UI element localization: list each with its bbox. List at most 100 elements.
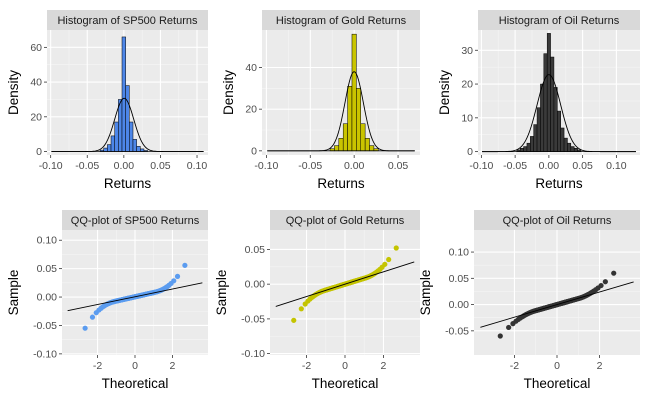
x-tick-label: 0 [342,360,348,372]
y-tick-label: 0.05 [449,273,470,285]
histogram-bar [526,142,531,152]
x-tick-label: 0 [132,360,138,372]
qq-point [602,279,608,285]
y-tick-label: 0.10 [449,247,470,259]
y-axis-title: Density [221,70,236,115]
qq-reference-line [67,282,203,312]
chart-panel-4: QQ-plot of SP500 Returns -2 0 2 -0.10 -0.05 0.… [6,210,208,391]
plot-background [262,30,420,155]
qq-point [291,317,297,323]
x-axis-title: Returns [535,176,583,191]
chart-title: QQ-plot of Oil Returns [503,215,612,227]
histogram-bar [546,33,551,152]
y-tick-label: 0.00 [37,292,58,304]
histogram-bar [110,135,115,152]
histogram-bar [523,146,528,152]
title-strip [270,210,420,230]
histogram-bar [369,145,375,152]
histogram-bar [533,124,538,152]
qq-reference-line [275,261,415,307]
x-axis-title: Theoretical [102,376,169,391]
chart-panel-1: Histogram of SP500 Returns -0.10 -0.05 0.00… [6,10,208,191]
histogram-bar [103,147,108,152]
y-tick-label: 20 [245,104,257,116]
histogram-bar [560,127,565,152]
histogram-bar [351,33,357,152]
y-tick-label: 0 [36,146,42,158]
y-tick-label: -0.05 [241,313,265,325]
chart-title: QQ-plot of Gold Returns [286,215,405,227]
y-tick-label: -0.10 [33,348,57,360]
y-axis-title: Sample [6,270,21,316]
chart-panel-3: Histogram of Oil Returns -0.10 -0.05 0.00 0.… [437,10,640,191]
normal-density-curve [482,74,636,153]
x-tick-label: -2 [510,360,519,372]
qq-point [89,314,96,320]
histogram-bar [121,36,126,152]
chart-title: Histogram of Gold Returns [276,15,407,27]
y-axis-title: Density [6,70,21,115]
y-tick-label: 60 [30,42,42,54]
histogram-bar [107,144,112,152]
histogram-bar [356,88,362,152]
y-tick-label: -0.05 [33,320,57,332]
x-tick-label: -2 [302,360,311,372]
y-tick-label: 0 [467,146,473,158]
y-tick-label: 0.00 [449,299,470,311]
x-tick-label: 0.05 [572,160,593,172]
x-tick-label: -0.10 [254,160,278,172]
histogram-bar [530,136,534,152]
y-tick-label: 40 [245,62,257,74]
x-axis-title: Theoretical [312,376,379,391]
title-strip [474,210,640,230]
x-tick-label: 2 [170,360,176,372]
qq-point [171,278,177,284]
histogram-bar [536,107,541,152]
histogram-bar [570,146,575,152]
histogram-bar [338,138,344,152]
title-strip [62,210,208,230]
title-strip [478,10,640,30]
x-axis-title: Returns [104,176,152,191]
x-tick-label: 0.10 [606,160,627,172]
qq-point [382,261,388,267]
chart-title: Histogram of SP500 Returns [57,15,198,27]
x-tick-label: 0.00 [114,160,135,172]
normal-density-curve [51,97,204,152]
normal-density-curve [267,71,415,152]
histogram-bar [114,121,119,152]
y-tick-label: -0.05 [445,325,469,337]
qq-reference-line [480,281,634,328]
histogram-bar [347,86,353,152]
y-tick-label: 0.05 [37,263,58,275]
qq-point [182,262,188,268]
x-tick-label: -0.10 [469,160,493,172]
qq-point [298,306,304,312]
qq-point [506,324,512,331]
qq-point [598,282,604,289]
histogram-bar [553,87,558,152]
x-tick-label: 0.00 [539,160,560,172]
chart-panel-6: QQ-plot of Oil Returns -2 0 2 -0.05 0.00 0.05 0… [418,210,640,391]
histogram-bar [334,145,340,152]
qq-point [82,325,88,331]
histogram-bar [519,147,524,152]
y-axis-title: Sample [214,270,229,316]
x-tick-label: 0.00 [344,160,365,172]
histogram-bar [364,138,370,152]
chart-title: Histogram of Oil Returns [499,15,620,27]
x-tick-label: -0.05 [503,160,527,172]
x-axis-title: Returns [317,176,365,191]
histogram-bar [360,123,366,152]
y-tick-label: 40 [30,77,42,89]
histogram-bar [136,146,141,152]
chart-title: QQ-plot of SP500 Returns [71,215,200,227]
x-tick-label: 2 [597,360,603,372]
histogram-bar [543,53,548,152]
x-tick-label: 0.10 [187,160,208,172]
histogram-bar [125,85,130,152]
chart-panel-5: QQ-plot of Gold Returns -2 0 2 -0.10 -0.05 0.0… [214,210,420,391]
y-tick-label: 0.05 [245,244,266,256]
y-tick-label: 30 [461,45,473,57]
